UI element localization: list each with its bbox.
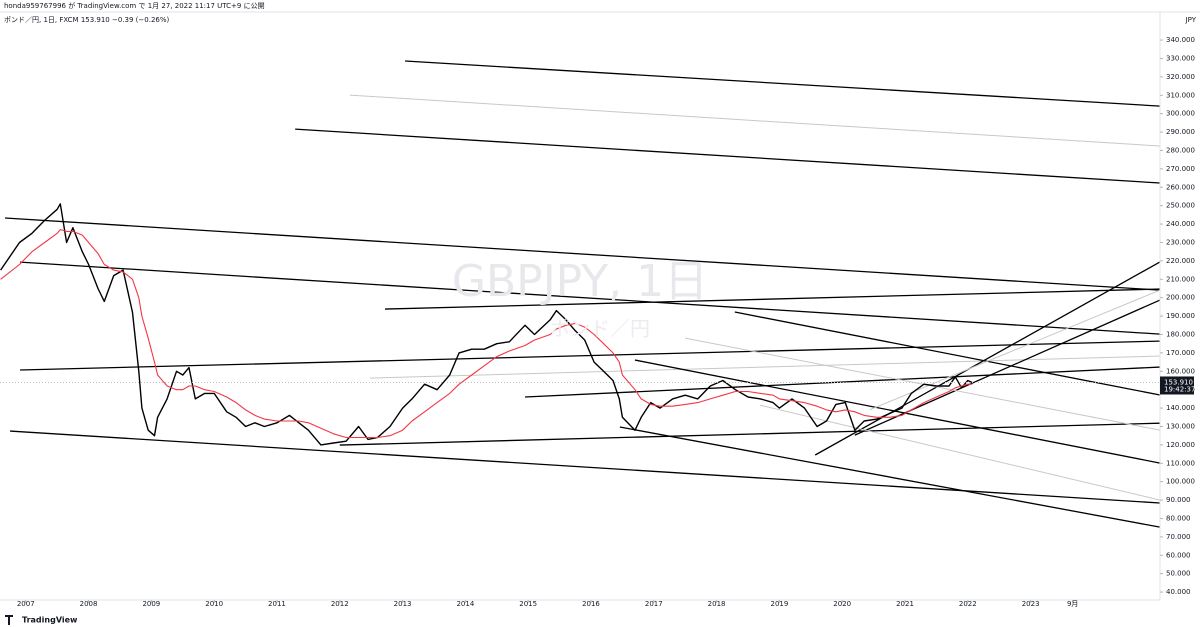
x-tick-label: 2017 — [645, 600, 663, 608]
trendline — [20, 340, 1161, 371]
trendline — [10, 430, 1161, 504]
x-tick-label: 2020 — [833, 600, 851, 608]
x-tick-label: 2019 — [770, 600, 788, 608]
y-tick-label: 90.000 — [1166, 496, 1191, 504]
trendline — [685, 337, 1161, 431]
trendline — [4, 217, 1161, 291]
y-tick-label: 60.000 — [1166, 551, 1191, 559]
x-tick-label: 2021 — [896, 600, 914, 608]
author: honda959767996 が TradingView.com で 1月 27… — [4, 1, 265, 10]
last-price-box — [1160, 376, 1194, 395]
trendline — [339, 422, 1161, 446]
y-tick-label: 250.000 — [1166, 202, 1195, 210]
axis-unit: JPY — [1185, 16, 1197, 24]
x-tick-label: 9月 — [1067, 600, 1078, 608]
y-tick-label: 340.000 — [1166, 36, 1195, 44]
y-tick-label: 260.000 — [1166, 183, 1195, 191]
y-tick-label: 220.000 — [1166, 257, 1195, 265]
y-tick-label: 160.000 — [1166, 367, 1195, 375]
y-tick-label: 130.000 — [1166, 422, 1195, 430]
moving-average — [0, 229, 973, 439]
trendline — [369, 355, 1161, 379]
y-tick-label: 50.000 — [1166, 570, 1191, 578]
x-tick-label: 2022 — [959, 600, 977, 608]
brand: TradingView — [22, 616, 78, 625]
y-tick-label: 140.000 — [1166, 404, 1195, 412]
plot — [0, 60, 1161, 528]
y-tick-label: 230.000 — [1166, 238, 1195, 246]
x-tick-label: 2012 — [331, 600, 349, 608]
y-tick-label: 170.000 — [1166, 349, 1195, 357]
brand-logo — [5, 615, 13, 625]
y-tick-label: 100.000 — [1166, 478, 1195, 486]
trendline — [295, 128, 1161, 184]
y-tick-label: 290.000 — [1166, 128, 1195, 136]
trendline — [734, 311, 1161, 396]
y-tick-label: 300.000 — [1166, 110, 1195, 118]
x-tick-label: 2023 — [1022, 600, 1040, 608]
y-tick-label: 190.000 — [1166, 312, 1195, 320]
watermark-sub: ポンド／円 — [550, 317, 650, 341]
x-tick-label: 2008 — [80, 600, 98, 608]
watermark: GBPJPY, 1日 — [452, 256, 708, 307]
y-tick-label: 80.000 — [1166, 514, 1191, 522]
y-tick-label: 210.000 — [1166, 275, 1195, 283]
last-price-label: 153.910 — [1164, 378, 1193, 386]
price-line — [0, 203, 973, 446]
x-tick-label: 2013 — [394, 600, 412, 608]
trendline — [634, 359, 1161, 464]
trendline — [20, 261, 1161, 335]
x-tick-label: 2011 — [268, 600, 286, 608]
trendline — [619, 426, 1161, 528]
countdown: 19:42:37 — [1164, 385, 1195, 393]
trendline — [814, 261, 1161, 456]
y-tick-label: 180.000 — [1166, 330, 1195, 338]
y-tick-label: 280.000 — [1166, 146, 1195, 154]
x-tick-label: 2018 — [708, 600, 726, 608]
y-tick-label: 40.000 — [1166, 588, 1191, 596]
y-tick-label: 270.000 — [1166, 165, 1195, 173]
y-tick-label: 310.000 — [1166, 91, 1195, 99]
x-tick-label: 2014 — [456, 600, 474, 608]
y-tick-label: 110.000 — [1166, 459, 1195, 467]
y-tick-label: 200.000 — [1166, 294, 1195, 302]
x-tick-label: 2007 — [17, 600, 35, 608]
y-tick-label: 120.000 — [1166, 441, 1195, 449]
y-tick-label: 320.000 — [1166, 73, 1195, 81]
x-tick-label: 2010 — [205, 600, 223, 608]
x-tick-label: 2009 — [142, 600, 160, 608]
y-tick-label: 70.000 — [1166, 533, 1191, 541]
y-tick-label: 330.000 — [1166, 54, 1195, 62]
trendline — [384, 288, 1161, 310]
y-tick-label: 240.000 — [1166, 220, 1195, 228]
x-tick-label: 2015 — [519, 600, 537, 608]
x-tick-label: 2016 — [582, 600, 600, 608]
trendline — [349, 94, 1161, 147]
trendline — [525, 366, 1161, 398]
trendline — [869, 289, 1161, 411]
symbol-info: ポンド／円, 1日, FXCM 153.910 −0.39 (−0.26%) — [4, 16, 170, 24]
trendline — [405, 60, 1161, 107]
